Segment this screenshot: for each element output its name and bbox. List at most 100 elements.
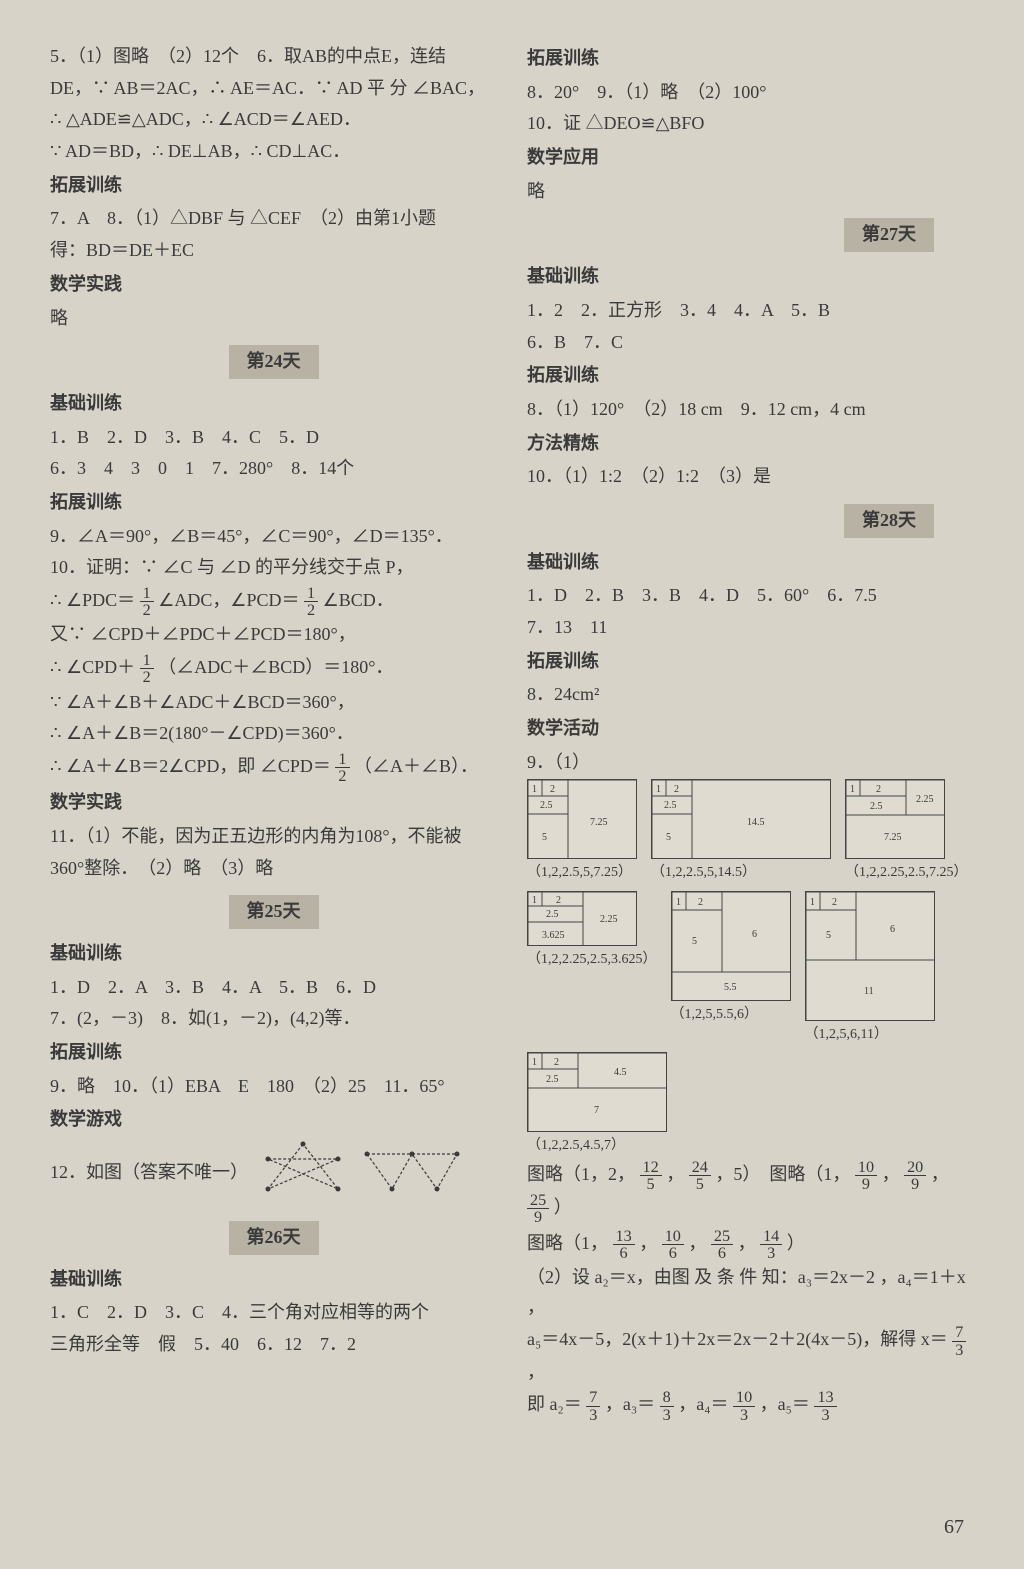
day25-banner: 第25天 — [229, 895, 319, 929]
heading-huodong: 数学活动 — [527, 714, 974, 744]
right-column: 拓展训练 8．20° 9．（1）略 （2）100° 10．证 △DEO≌△BFO… — [527, 40, 974, 1425]
svg-text:2.5: 2.5 — [540, 800, 553, 811]
heading-tuozhan: 拓展训练 — [50, 171, 497, 201]
svg-text:1: 1 — [676, 897, 681, 908]
fig-cell: 1 2 2.5 2.25 7.25 （1,2,2.25,2.5,7.25） — [845, 779, 968, 884]
text-line: 图略（1，2， 125 ， 245 ，5） 图略（1， 109 ， 209 ， … — [527, 1159, 974, 1226]
left-column: 5．（1）图略 （2）12个 6．取AB的中点E，连结 DE，∵ AB＝2AC，… — [50, 40, 497, 1425]
fig-caption: （1,2,2.25,2.5,7.25） — [845, 861, 968, 884]
heading-tuozhan: 拓展训练 — [527, 647, 974, 677]
heading-tuozhan: 拓展训练 — [527, 44, 974, 74]
svg-text:5: 5 — [692, 936, 697, 947]
svg-text:1: 1 — [656, 784, 661, 795]
text-line: 1．B 2．D 3．B 4．C 5．D — [50, 423, 497, 453]
text-line: ∴ ∠A＋∠B＝2(180°－∠CPD)＝360°． — [50, 719, 497, 749]
text-line: 得：BD＝DE＋EC — [50, 236, 497, 266]
heading-jichu: 基础训练 — [50, 939, 497, 969]
text-line: ∴ ∠CPD＋ 12 （∠ADC＋∠BCD）＝180°． — [50, 652, 497, 685]
svg-text:2.5: 2.5 — [546, 909, 559, 920]
heading-jichu: 基础训练 — [527, 262, 974, 292]
fig-cell: 1 2 5 6 5.5 （1,2,5,5.5,6） — [671, 891, 791, 1046]
svg-text:2.25: 2.25 — [600, 914, 618, 925]
banner-wrap: 第27天 — [527, 208, 974, 258]
w-diagram-icon — [357, 1139, 467, 1209]
fig-cell: 1 2 2.5 4.5 7 （1,2,2.5,4.5,7） — [527, 1052, 667, 1157]
svg-text:5: 5 — [542, 832, 547, 843]
fig-cell: 1 2 2.5 5 14.5 （1,2,2.5,5,14.5） — [651, 779, 831, 884]
heading-tuozhan: 拓展训练 — [50, 488, 497, 518]
svg-text:1: 1 — [850, 784, 855, 795]
heading-jichu: 基础训练 — [50, 1265, 497, 1295]
text-line: 10．证 △DEO≌△BFO — [527, 109, 974, 139]
svg-text:2: 2 — [876, 784, 881, 795]
text-line: ∴ ∠A＋∠B＝2∠CPD，即 ∠CPD＝ 12 （∠A＋∠B）． — [50, 751, 497, 784]
svg-text:7: 7 — [594, 1105, 599, 1116]
svg-text:2: 2 — [554, 1057, 559, 1068]
svg-text:5.5: 5.5 — [724, 982, 737, 993]
svg-text:2.25: 2.25 — [916, 794, 934, 805]
fig-caption: （1,2,2.5,5,14.5） — [651, 861, 756, 884]
rect-diagram-icon: 1 2 2.5 5 7.25 — [527, 779, 637, 859]
svg-text:2.5: 2.5 — [664, 800, 677, 811]
rect-diagram-icon: 1 2 2.5 5 14.5 — [651, 779, 831, 859]
fig-cell: 1 2 2.5 2.25 3.625 （1,2,2.25,2.5,3.625） — [527, 891, 657, 1046]
svg-text:1: 1 — [532, 895, 537, 906]
text-line: 6．B 7．C — [527, 328, 974, 358]
svg-text:4.5: 4.5 — [614, 1067, 627, 1078]
text-line: 360°整除． （2）略 （3）略 — [50, 854, 497, 884]
svg-text:2.5: 2.5 — [870, 801, 883, 812]
fig-cell: 1 2 5 6 11 （1,2,5,6,11） — [805, 891, 935, 1046]
fig-caption: （1,2,2.5,5,7.25） — [527, 861, 632, 884]
text-line: 1．D 2．A 3．B 4．A 5．B 6．D — [50, 973, 497, 1003]
banner-wrap: 第24天 — [50, 335, 497, 385]
svg-text:1: 1 — [810, 897, 815, 908]
svg-text:14.5: 14.5 — [747, 817, 765, 828]
text-line: ∴ ∠PDC＝ 12 ∠ADC，∠PCD＝ 12 ∠BCD． — [50, 585, 497, 618]
star-diagram-icon — [253, 1139, 353, 1209]
svg-text:7.25: 7.25 — [590, 817, 608, 828]
text-line: ∵ AD＝BD，∴ DE⊥AB，∴ CD⊥AC． — [50, 137, 497, 167]
text-line: 7．A 8．（1）△DBF 与 △CEF （2）由第1小题 — [50, 204, 497, 234]
svg-text:1: 1 — [532, 1057, 537, 1068]
svg-text:3.625: 3.625 — [542, 930, 565, 941]
text-line: DE，∵ AB＝2AC，∴ AE＝AC．∵ AD 平 分 ∠BAC， — [50, 74, 497, 104]
rect-diagram-icon: 1 2 5 6 11 — [805, 891, 935, 1021]
text-line: 图略（1， 136 ， 106 ， 256 ， 143 ） — [527, 1228, 974, 1261]
svg-text:6: 6 — [752, 929, 757, 940]
day28-banner: 第28天 — [844, 504, 934, 538]
heading-fangfa: 方法精炼 — [527, 429, 974, 459]
text-line: 5．（1）图略 （2）12个 6．取AB的中点E，连结 — [50, 42, 497, 72]
heading-tuozhan: 拓展训练 — [50, 1038, 497, 1068]
heading-jichu: 基础训练 — [50, 389, 497, 419]
rect-diagram-icon: 1 2 2.5 2.25 7.25 — [845, 779, 945, 859]
text-line: a₅＝4x－5，2(x＋1)＋2x＝2x－2＋2(4x－5)，解得 x＝ 73 … — [527, 1324, 974, 1387]
rect-diagram-icon: 1 2 2.5 4.5 7 — [527, 1052, 667, 1132]
rect-diagram-icon: 1 2 5 6 5.5 — [671, 891, 791, 1001]
text-line: 10．（1）1:2 （2）1:2 （3）是 — [527, 462, 974, 492]
fig-cell: 1 2 2.5 5 7.25 （1,2,2.5,5,7.25） — [527, 779, 637, 884]
fig-caption: （1,2,5,5.5,6） — [671, 1003, 759, 1026]
text-line: 又∵ ∠CPD＋∠PDC＋∠PCD＝180°， — [50, 620, 497, 650]
text-line: ∴ △ADE≌△ADC，∴ ∠ACD＝∠AED． — [50, 105, 497, 135]
text-line: 10．证明：∵ ∠C 与 ∠D 的平分线交于点 P， — [50, 553, 497, 583]
heading-yingyong: 数学应用 — [527, 143, 974, 173]
text-line: 9．∠A＝90°，∠B＝45°，∠C＝90°，∠D＝135°． — [50, 522, 497, 552]
heading-jichu: 基础训练 — [527, 548, 974, 578]
text-line: 三角形全等 假 5．40 6．12 7．2 — [50, 1330, 497, 1360]
svg-text:2: 2 — [698, 897, 703, 908]
svg-text:1: 1 — [532, 784, 537, 795]
text-line: 1．C 2．D 3．C 4．三个角对应相等的两个 — [50, 1298, 497, 1328]
heading-shijian: 数学实践 — [50, 788, 497, 818]
svg-text:11: 11 — [864, 986, 874, 997]
day26-banner: 第26天 — [229, 1221, 319, 1255]
heading-shijian: 数学实践 — [50, 270, 497, 300]
day27-banner: 第27天 — [844, 218, 934, 252]
text-line: 9．略 10．（1）EBA E 180 （2）25 11．65° — [50, 1072, 497, 1102]
svg-text:6: 6 — [890, 924, 895, 935]
svg-text:2: 2 — [556, 895, 561, 906]
heading-youxi: 数学游戏 — [50, 1105, 497, 1135]
svg-text:2.5: 2.5 — [546, 1074, 559, 1085]
text-line: 1．2 2．正方形 3．4 4．A 5．B — [527, 296, 974, 326]
text-line: 11．（1）不能，因为正五边形的内角为108°，不能被 — [50, 822, 497, 852]
page-number: 67 — [944, 1516, 964, 1539]
